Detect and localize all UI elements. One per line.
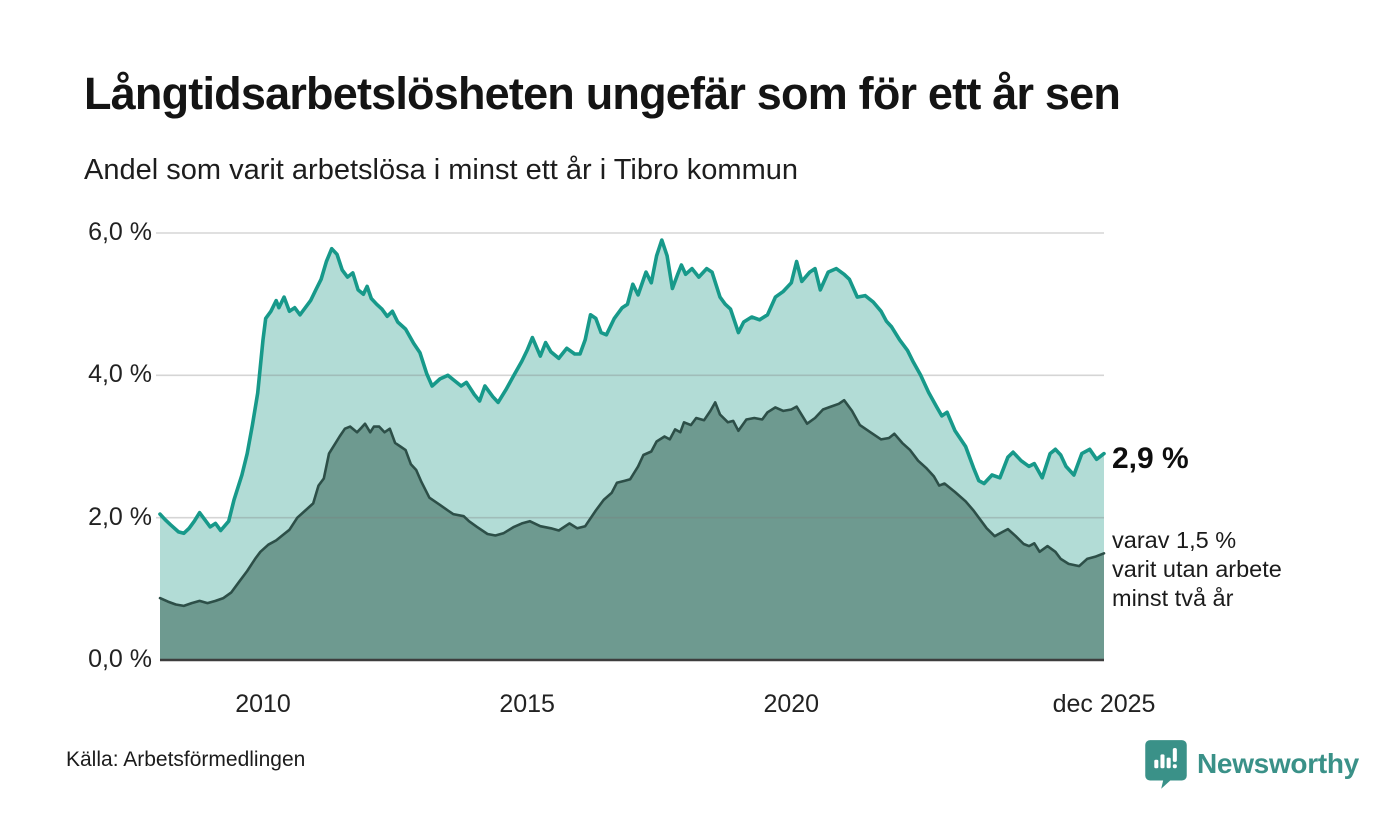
newsworthy-logo: Newsworthy bbox=[1144, 739, 1359, 789]
series-area-2 bbox=[160, 400, 1104, 660]
end-note-line-1: varav 1,5 % bbox=[1112, 527, 1237, 553]
x-tick-label-2010: 2010 bbox=[235, 690, 291, 718]
series-line-1 bbox=[158, 238, 1106, 536]
series-line-2 bbox=[158, 398, 1106, 608]
newsworthy-wordmark: Newsworthy bbox=[1197, 748, 1359, 779]
end-note-label: varav 1,5 % varit utan arbete minst två … bbox=[1112, 526, 1282, 613]
x-tick-label-2020: 2020 bbox=[763, 690, 820, 718]
y-tick-label-60: 6,0 % bbox=[88, 218, 152, 246]
page-title: Långtidsarbetslösheten ungefär som för e… bbox=[84, 68, 1121, 119]
x-tick-label-2015: 2015 bbox=[499, 690, 555, 718]
end-note-line-3: minst två år bbox=[1112, 585, 1234, 611]
end-value-label: 2,9 % bbox=[1112, 442, 1189, 475]
chart-subtitle: Andel som varit arbetslösa i minst ett å… bbox=[84, 154, 798, 186]
end-note-line-2: varit utan arbete bbox=[1112, 556, 1282, 582]
source-attribution: Källa: Arbetsförmedlingen bbox=[66, 748, 306, 771]
x-tick-label-dec2025: dec 2025 bbox=[1052, 690, 1156, 718]
newsworthy-logo-icon bbox=[1145, 740, 1187, 789]
y-tick-label-00: 0,0 % bbox=[88, 645, 152, 673]
y-tick-label-40: 4,0 % bbox=[88, 360, 152, 389]
y-tick-label-20: 2,0 % bbox=[88, 502, 152, 531]
